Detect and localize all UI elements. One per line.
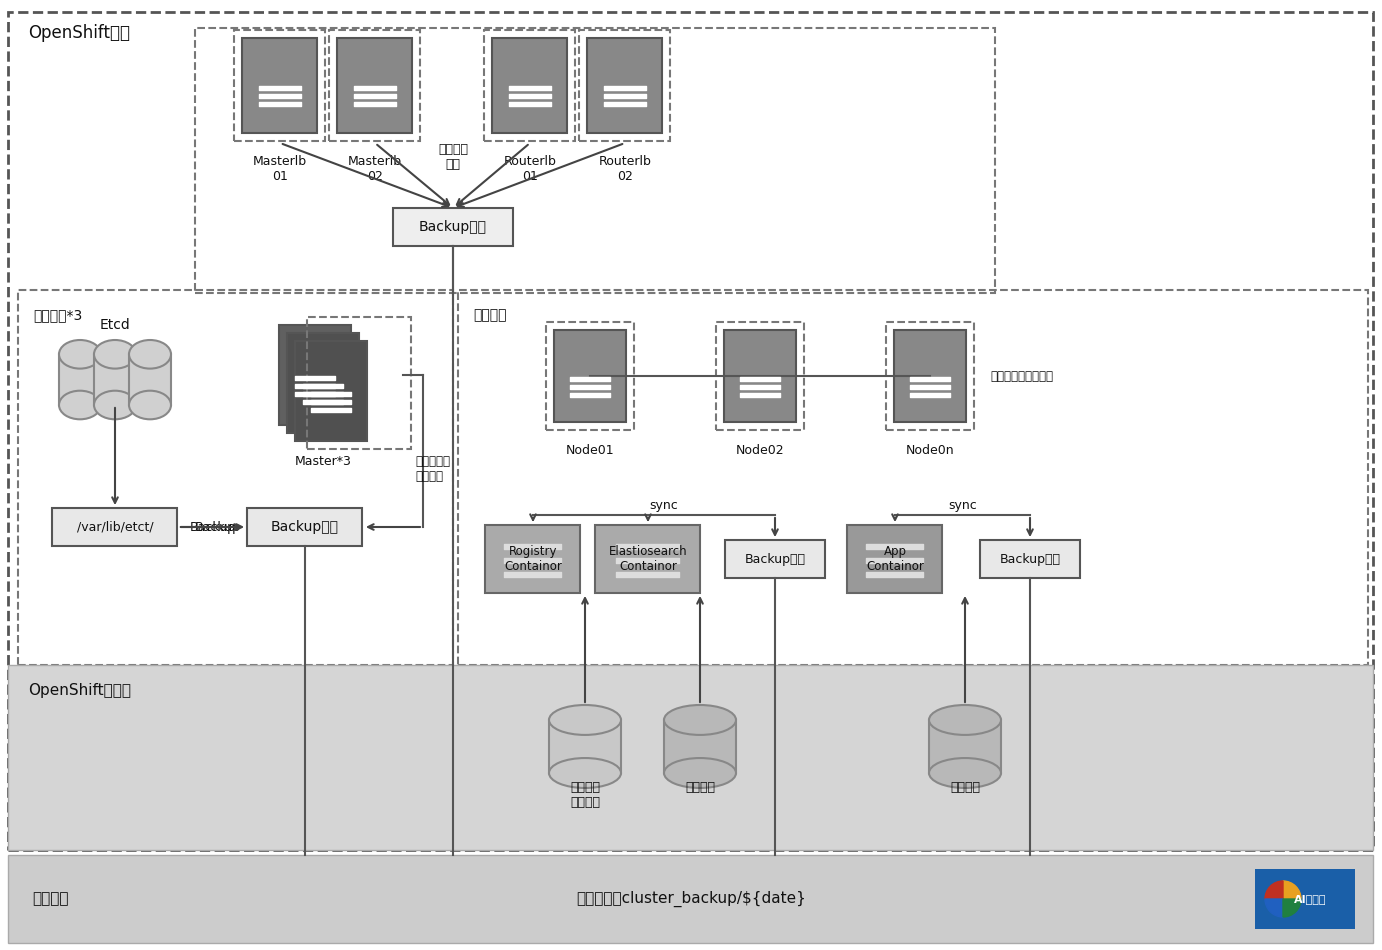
Text: Backup目录: Backup目录 — [745, 553, 806, 565]
FancyBboxPatch shape — [392, 208, 513, 246]
Text: 计算节点: 计算节点 — [473, 308, 506, 322]
Text: Etcd: Etcd — [100, 318, 130, 332]
Ellipse shape — [929, 758, 1001, 788]
Ellipse shape — [129, 390, 171, 419]
Text: 配置文件、证书备份: 配置文件、证书备份 — [990, 370, 1053, 383]
FancyBboxPatch shape — [587, 38, 662, 133]
Text: Rogistry
Containor: Rogistry Containor — [504, 545, 562, 573]
Text: Node01: Node01 — [565, 444, 615, 457]
FancyBboxPatch shape — [663, 720, 737, 773]
FancyBboxPatch shape — [847, 525, 943, 593]
Ellipse shape — [94, 390, 135, 419]
Ellipse shape — [94, 340, 135, 369]
FancyBboxPatch shape — [596, 525, 701, 593]
Ellipse shape — [549, 705, 621, 735]
FancyBboxPatch shape — [980, 540, 1079, 578]
Text: 配置文件
备份: 配置文件 备份 — [438, 143, 468, 171]
FancyBboxPatch shape — [485, 525, 580, 593]
Text: 内部镜像
仓库存储: 内部镜像 仓库存储 — [569, 781, 600, 809]
Text: Masterlb
01: Masterlb 01 — [253, 155, 307, 183]
Text: Backup目录: Backup目录 — [271, 520, 339, 534]
Text: 应用数据: 应用数据 — [949, 781, 980, 794]
Text: Routerlb
01: Routerlb 01 — [503, 155, 557, 183]
Wedge shape — [1282, 881, 1300, 899]
Text: 管理节点*3: 管理节点*3 — [33, 308, 83, 322]
FancyBboxPatch shape — [549, 720, 621, 773]
Text: Masterlb
02: Masterlb 02 — [348, 155, 402, 183]
FancyBboxPatch shape — [294, 341, 368, 441]
Text: App
Containor: App Containor — [867, 545, 925, 573]
Text: AI资讯网: AI资讯网 — [1294, 894, 1327, 904]
Text: Backup目录: Backup目录 — [999, 553, 1060, 565]
Text: sync: sync — [650, 499, 679, 511]
FancyBboxPatch shape — [53, 508, 177, 546]
FancyBboxPatch shape — [247, 508, 362, 546]
Text: /var/lib/etct/: /var/lib/etct/ — [76, 521, 153, 534]
FancyBboxPatch shape — [554, 330, 626, 422]
FancyBboxPatch shape — [1255, 869, 1354, 929]
FancyBboxPatch shape — [94, 354, 135, 405]
Ellipse shape — [129, 340, 171, 369]
FancyBboxPatch shape — [726, 540, 825, 578]
Ellipse shape — [663, 705, 737, 735]
Text: Backup: Backup — [189, 521, 235, 534]
FancyBboxPatch shape — [59, 354, 101, 405]
Text: Backup: Backup — [195, 521, 240, 534]
FancyBboxPatch shape — [492, 38, 568, 133]
Text: Master*3: Master*3 — [294, 455, 351, 468]
Text: Node0n: Node0n — [905, 444, 955, 457]
FancyBboxPatch shape — [724, 330, 796, 422]
Ellipse shape — [663, 758, 737, 788]
Ellipse shape — [549, 758, 621, 788]
Text: Backup目录: Backup目录 — [419, 220, 486, 234]
Text: Node02: Node02 — [735, 444, 785, 457]
Text: 备份目录：cluster_backup/${date}: 备份目录：cluster_backup/${date} — [576, 891, 806, 907]
FancyBboxPatch shape — [929, 720, 1001, 773]
Ellipse shape — [59, 390, 101, 419]
Ellipse shape — [929, 705, 1001, 735]
Text: 备份存储: 备份存储 — [32, 891, 69, 906]
Text: Routerlb
02: Routerlb 02 — [598, 155, 651, 183]
FancyBboxPatch shape — [279, 325, 351, 425]
FancyBboxPatch shape — [129, 354, 171, 405]
Wedge shape — [1282, 899, 1300, 917]
FancyBboxPatch shape — [287, 333, 359, 433]
Text: 配置文件、
证书备份: 配置文件、 证书备份 — [415, 455, 451, 483]
Text: OpenShift集群: OpenShift集群 — [28, 24, 130, 42]
Text: Elastiosearch
Containor: Elastiosearch Containor — [608, 545, 687, 573]
Wedge shape — [1265, 881, 1282, 899]
Ellipse shape — [59, 340, 101, 369]
FancyBboxPatch shape — [337, 38, 412, 133]
Text: OpenShift存储层: OpenShift存储层 — [28, 683, 131, 698]
Wedge shape — [1265, 899, 1282, 917]
FancyBboxPatch shape — [242, 38, 318, 133]
Text: sync: sync — [948, 499, 977, 511]
FancyBboxPatch shape — [8, 665, 1372, 850]
Text: 日志存储: 日志存储 — [685, 781, 714, 794]
FancyBboxPatch shape — [894, 330, 966, 422]
FancyBboxPatch shape — [8, 855, 1372, 943]
